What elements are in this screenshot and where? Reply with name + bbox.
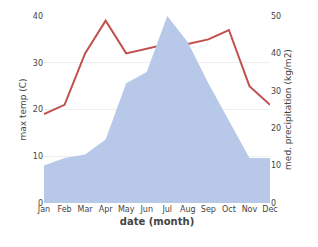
svg-text:Jan: Jan xyxy=(37,205,50,214)
svg-text:10: 10 xyxy=(271,161,281,170)
svg-text:40: 40 xyxy=(33,12,43,21)
svg-text:med. precipitation (kg/m2): med. precipitation (kg/m2) xyxy=(283,49,293,170)
svg-text:0: 0 xyxy=(38,199,43,208)
svg-text:20: 20 xyxy=(271,124,281,133)
svg-text:30: 30 xyxy=(33,59,43,68)
svg-text:May: May xyxy=(118,205,135,214)
svg-text:30: 30 xyxy=(271,87,281,96)
svg-text:Jun: Jun xyxy=(139,205,153,214)
svg-text:50: 50 xyxy=(271,12,281,21)
svg-text:Oct: Oct xyxy=(222,205,236,214)
svg-text:40: 40 xyxy=(271,49,281,58)
svg-text:0: 0 xyxy=(271,199,276,208)
svg-text:Feb: Feb xyxy=(57,205,71,214)
svg-text:Sep: Sep xyxy=(201,205,216,214)
svg-text:Nov: Nov xyxy=(242,205,258,214)
svg-text:Aug: Aug xyxy=(180,205,196,214)
svg-text:max temp (C): max temp (C) xyxy=(18,78,28,140)
svg-text:Jul: Jul xyxy=(161,205,172,214)
svg-text:Apr: Apr xyxy=(99,205,114,214)
svg-text:date (month): date (month) xyxy=(120,216,194,227)
svg-text:10: 10 xyxy=(33,152,43,161)
svg-text:Mar: Mar xyxy=(78,205,94,214)
svg-text:20: 20 xyxy=(33,105,43,114)
svg-text:Dec: Dec xyxy=(262,205,277,214)
